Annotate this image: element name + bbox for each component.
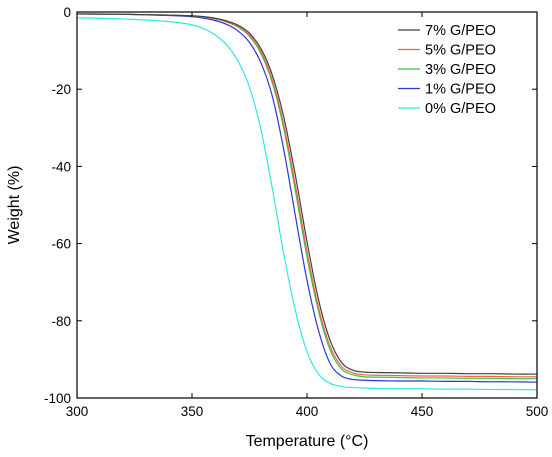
series-line-0 [76, 13, 538, 375]
y-tick-label: -40 [51, 159, 71, 174]
series-line-4 [76, 17, 538, 391]
axis-ticks: 300 350 400 450 500 0 -20 -40 -60 -80 -100 [44, 5, 548, 419]
legend-label-0: 7% G/PEO [425, 23, 496, 39]
legend-label-3: 1% G/PEO [425, 82, 496, 98]
x-axis-label: Temperature (°C) [246, 433, 369, 450]
series-lines [76, 13, 538, 391]
y-tick-label: 0 [63, 5, 71, 20]
legend: 7% G/PEO 5% G/PEO 3% G/PEO 1% G/PEO 0% G/PEO [398, 23, 496, 117]
y-axis-label: Weight (%) [6, 166, 23, 245]
y-tick-label: -80 [51, 314, 71, 329]
x-tick-label: 400 [296, 404, 319, 419]
y-tick-label: -100 [44, 391, 71, 406]
legend-label-1: 5% G/PEO [425, 43, 496, 59]
series-line-3 [76, 13, 538, 383]
y-tick-label: -60 [51, 237, 71, 252]
x-tick-label: 500 [526, 404, 549, 419]
y-tick-label: -20 [51, 82, 71, 97]
x-tick-label: 300 [66, 404, 89, 419]
x-tick-label: 450 [411, 404, 434, 419]
x-tick-label: 350 [181, 404, 204, 419]
legend-label-4: 0% G/PEO [425, 101, 496, 117]
legend-label-2: 3% G/PEO [425, 62, 496, 78]
